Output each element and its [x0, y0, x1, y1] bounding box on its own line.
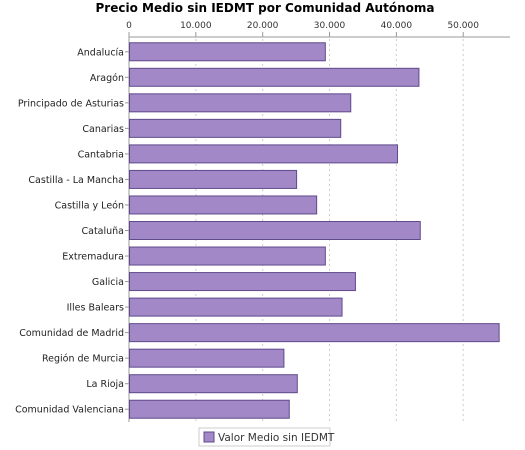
legend-box — [198, 427, 331, 447]
x-tick-label: 20.000 — [247, 21, 279, 31]
x-tick-label: 40.000 — [381, 21, 413, 31]
category-label: Castilla - La Mancha — [28, 175, 124, 186]
x-tick-label: 30.000 — [314, 21, 346, 31]
bar — [129, 118, 342, 138]
category-label: Aragón — [90, 73, 124, 84]
x-tick-label: 10.000 — [180, 21, 212, 31]
bar — [129, 42, 326, 62]
x-tick-label: 50.000 — [447, 21, 479, 31]
legend: Valor Medio sin IEDMT — [198, 427, 335, 447]
bar — [129, 323, 500, 343]
bar — [129, 144, 399, 164]
bar — [129, 221, 421, 240]
category-label: Extremadura — [62, 252, 124, 263]
legend-swatch — [203, 431, 215, 443]
category-label: Cantabria — [78, 149, 124, 160]
bar — [129, 195, 318, 215]
category-label: La Rioja — [86, 379, 124, 390]
bar — [129, 399, 290, 419]
bar — [129, 297, 343, 317]
category-label: Galicia — [92, 277, 124, 288]
category-label: Cataluña — [81, 226, 124, 237]
axes: 0 10.000 20.000 30.000 40.000 50.000 Andalucía… — [15, 21, 510, 422]
category-label: Comunidad de Madrid — [19, 328, 124, 339]
bar — [129, 348, 285, 368]
category-label: Región de Murcia — [42, 354, 124, 365]
legend-label: Valor Medio sin IEDMT — [218, 432, 335, 444]
x-tick-label: 0 — [126, 21, 132, 31]
category-label: Andalucía — [77, 47, 124, 58]
category-label: Comunidad Valenciana — [15, 405, 124, 416]
category-label: Illes Balears — [67, 303, 124, 314]
category-label: Principado de Asturias — [18, 98, 124, 109]
category-label: Castilla y León — [55, 200, 124, 211]
bar — [129, 169, 298, 189]
bar — [129, 374, 298, 394]
bar — [129, 272, 356, 292]
bar — [129, 246, 326, 266]
category-label: Canarias — [82, 124, 124, 135]
bar — [129, 67, 420, 87]
chart-title: Precio Medio sin IEDMT por Comunidad Aut… — [96, 1, 435, 15]
bars — [129, 42, 500, 419]
bar — [129, 93, 352, 113]
